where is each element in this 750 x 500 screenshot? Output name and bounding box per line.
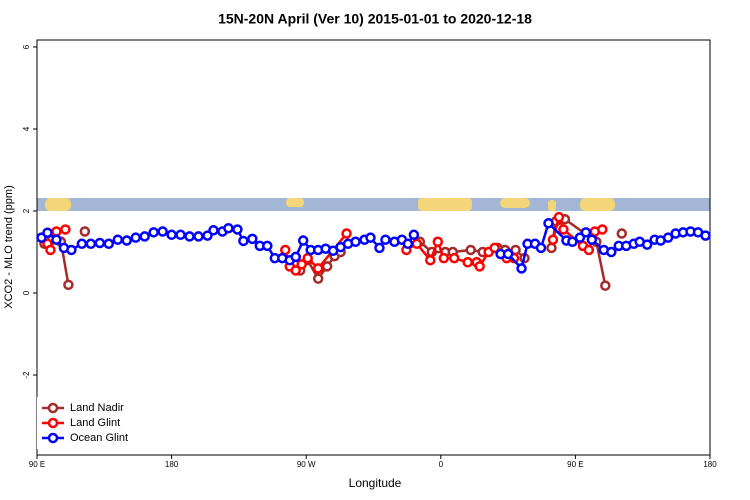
point [302,252,313,264]
point [474,261,485,272]
point [606,246,617,258]
point [502,248,514,260]
point [157,226,168,237]
point [580,227,592,238]
point [280,244,291,256]
point [130,232,141,243]
point [312,273,324,284]
point [567,236,578,248]
point [408,229,420,241]
point [60,224,71,235]
y-tick-label: 0 [22,290,31,295]
x-tick-label: 0 [439,460,444,469]
point [641,239,653,250]
point [139,231,150,242]
point [535,242,547,254]
point [432,236,444,248]
point [543,218,554,229]
point [296,259,307,270]
point [586,234,598,245]
point [547,234,559,245]
map-strip [37,198,710,211]
point [45,244,56,256]
point [597,224,608,235]
legend-label: Land Glint [70,417,120,429]
x-tick-label: 90 E [567,460,583,469]
point [63,279,74,291]
point [516,263,527,274]
point [297,235,309,246]
x-tick-label: 180 [165,460,179,469]
point [290,251,301,263]
point [546,242,557,254]
y-tick-label: 6 [22,44,31,49]
y-tick-label: 4 [22,126,31,131]
point [411,238,423,250]
point [380,234,391,245]
point [79,226,91,237]
point [290,265,301,276]
point [374,242,385,254]
point [321,261,333,272]
point [76,238,88,250]
x-axis-label: Longitude [349,476,402,490]
point [462,257,473,268]
point [85,238,97,250]
point [112,234,124,245]
legend-marker [47,432,59,444]
point [232,224,243,235]
point [166,229,177,241]
plot-frame [36,39,711,456]
legend-label: Ocean Glint [70,432,128,444]
point [438,252,450,264]
point [184,231,195,242]
point [94,237,106,249]
point [66,244,77,256]
legend-label: Land Nadir [70,402,124,414]
chart-title: 15N-20N April (Ver 10) 2015-01-01 to 202… [218,11,532,27]
point [365,232,376,243]
y-tick-label: -2 [22,371,31,379]
point [616,228,628,239]
point [553,211,565,223]
point [449,252,460,264]
point [103,238,115,250]
point [402,238,414,250]
point [51,234,62,245]
point [700,230,711,241]
point [121,235,132,246]
point [558,224,569,235]
point [341,228,352,239]
point [489,242,500,254]
point [425,254,436,266]
y-axis-label: XCO2 - MLO trend (ppm) [3,185,15,308]
point [42,227,53,238]
legend-marker [47,402,59,414]
point [350,236,361,248]
point [148,227,159,238]
point [465,244,476,256]
x-tick-label: 180 [703,460,717,469]
x-tick-label: 90 E [29,460,45,469]
point [238,235,249,247]
legend-marker [47,417,59,429]
point [600,280,611,291]
point [208,225,219,236]
point [51,226,62,237]
point [312,263,324,274]
point [247,233,258,245]
point [193,231,204,242]
point [262,240,273,252]
y-tick-label: 2 [22,208,31,213]
point [662,232,674,243]
x-tick-label: 90 W [297,460,316,469]
point [223,222,234,234]
point [583,244,595,256]
point [175,229,186,241]
